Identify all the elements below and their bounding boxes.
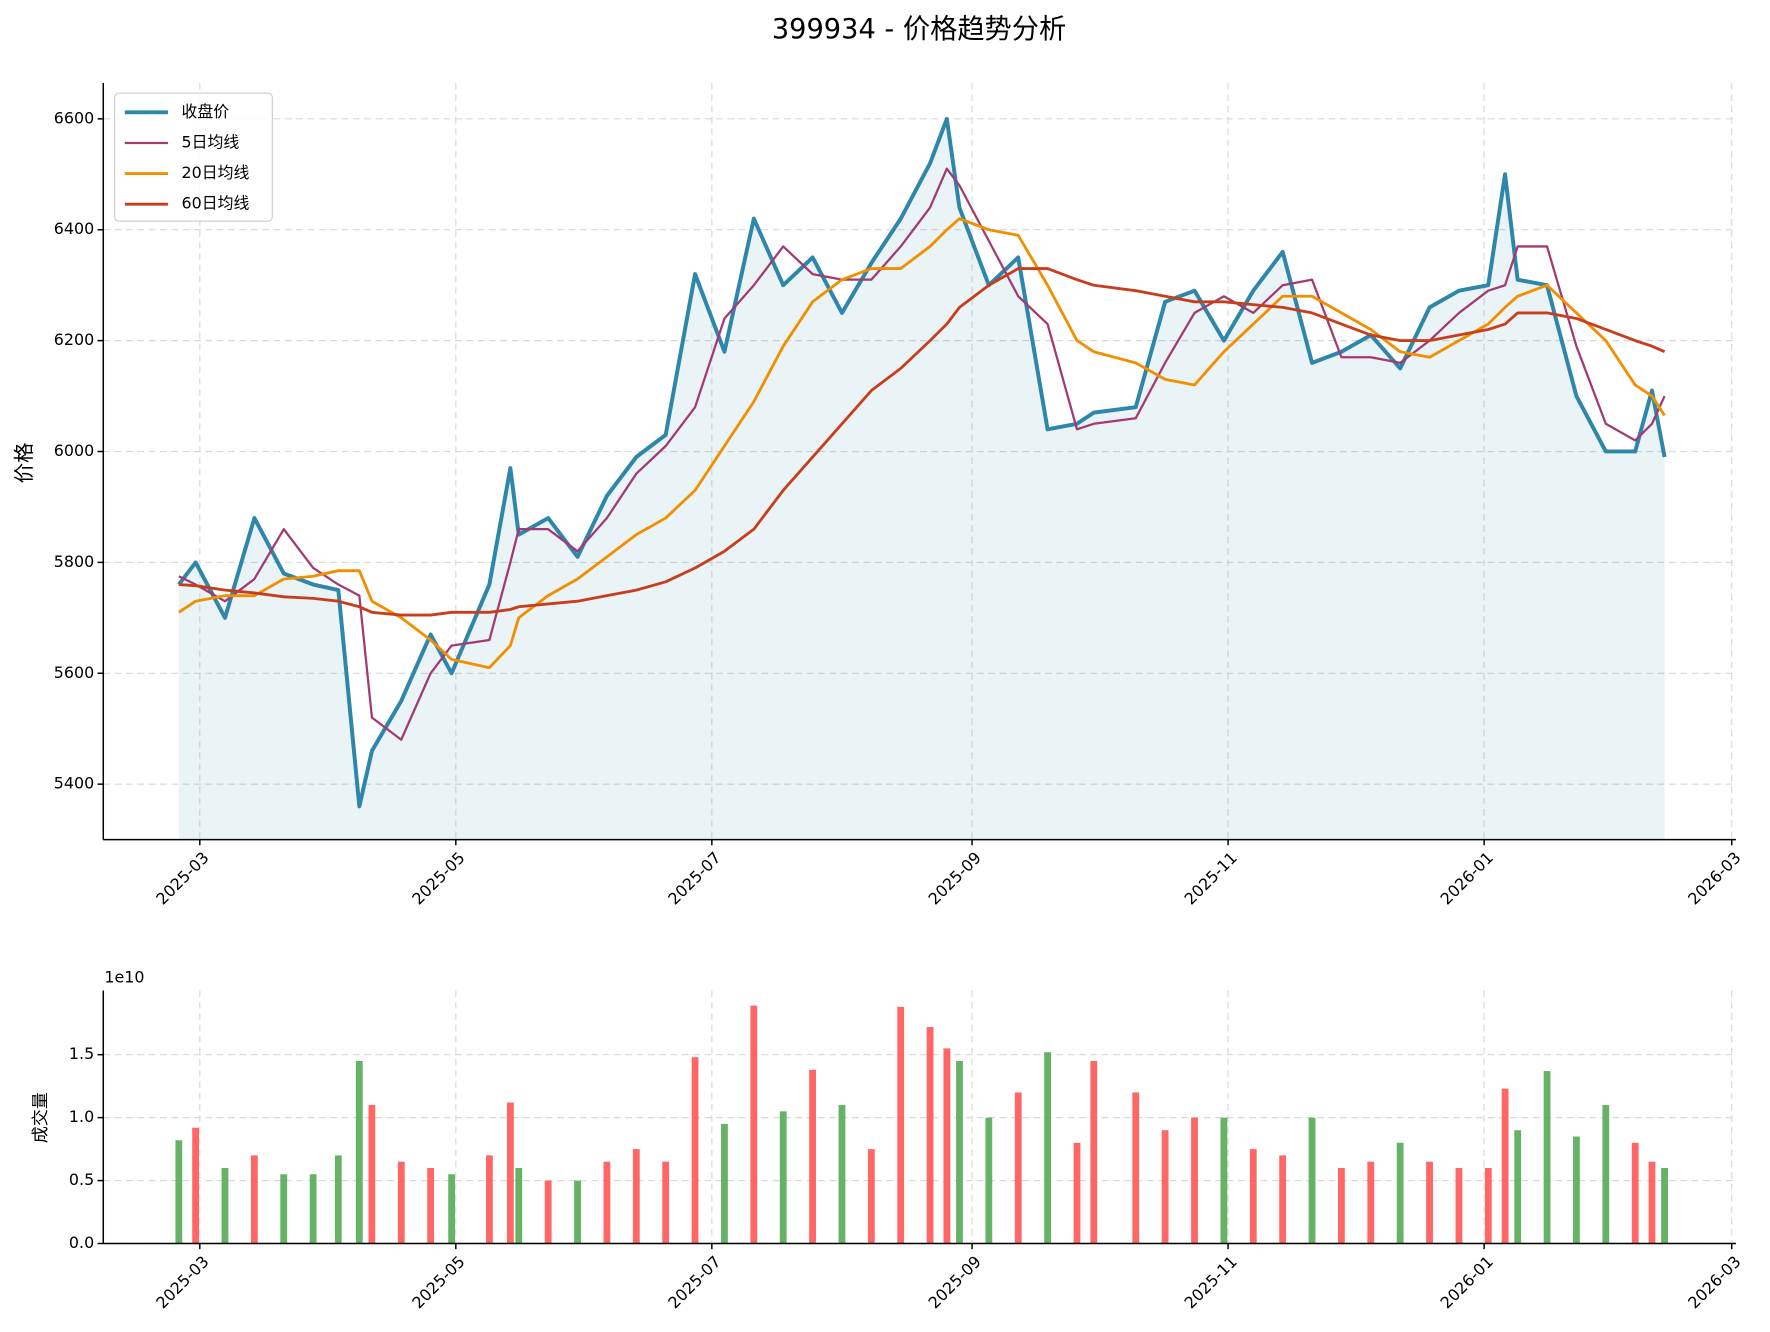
volume-bar: [1367, 1161, 1375, 1244]
volume-bar: [750, 1005, 758, 1244]
line: [177, 116, 1667, 809]
volume-bar: [897, 1006, 905, 1244]
y-axis-label: 成交量: [31, 1092, 51, 1143]
y-tick-label: 1.0: [69, 1107, 94, 1126]
y-tick-label: 6600: [54, 108, 94, 127]
volume-bar: [1014, 1092, 1022, 1244]
volume-bar: [838, 1105, 846, 1244]
volume-bar: [662, 1161, 670, 1244]
volume-bar: [1455, 1167, 1463, 1244]
volume-bar: [280, 1174, 288, 1244]
legend-label: 60日均线: [182, 194, 250, 213]
legend-box: [114, 92, 273, 222]
volume-bar: [221, 1167, 229, 1244]
y-tick-label: 0.5: [69, 1170, 94, 1189]
volume-bar: [1044, 1052, 1052, 1244]
volume-bar: [175, 1140, 183, 1244]
volume-bar: [809, 1069, 816, 1244]
volume-bar: [1161, 1130, 1169, 1244]
volume-bar: [1132, 1092, 1140, 1244]
volume-bar: [427, 1167, 435, 1244]
volume-bar: [779, 1111, 787, 1244]
y-tick-label: 0.0: [69, 1233, 94, 1252]
volume-bar: [515, 1167, 523, 1244]
volume-bar: [985, 1117, 993, 1244]
volume-bar: [632, 1149, 640, 1244]
volume-bar: [956, 1060, 963, 1244]
volume-bar: [1220, 1117, 1228, 1244]
y-axis-label: 价格: [12, 443, 36, 484]
volume-bar: [1308, 1117, 1316, 1244]
volume-bar: [397, 1161, 405, 1244]
volume-bar: [544, 1180, 552, 1244]
volume-bar: [1396, 1142, 1404, 1244]
volume-bar: [1426, 1161, 1433, 1244]
volume-bar: [1573, 1136, 1580, 1244]
y-tick-label: 5600: [54, 663, 94, 682]
y-tick-label: 6000: [54, 441, 94, 460]
chart-title: 399934 - 价格趋势分析: [772, 14, 1066, 45]
y-tick-label: 5400: [54, 774, 94, 793]
legend-label: 收盘价: [182, 102, 230, 121]
y-tick-label: 5800: [54, 552, 94, 571]
volume-bar: [603, 1161, 611, 1244]
volume-bar: [1501, 1088, 1509, 1244]
volume-bar: [1484, 1167, 1492, 1244]
volume-bar: [355, 1060, 363, 1244]
volume-bar: [1543, 1071, 1551, 1244]
volume-bar: [250, 1155, 258, 1244]
legend-label: 20日均线: [182, 163, 250, 182]
volume-bar: [1249, 1149, 1257, 1244]
volume-bar: [506, 1102, 514, 1244]
volume-bar: [691, 1057, 699, 1244]
y-tick-label: 6400: [54, 219, 94, 238]
volume-bar: [721, 1123, 728, 1244]
volume-bar: [926, 1026, 934, 1244]
volume-bar: [334, 1155, 342, 1244]
volume-bar: [192, 1127, 200, 1244]
volume-bar: [1279, 1155, 1287, 1244]
volume-bar: [309, 1174, 317, 1244]
volume-bar: [1073, 1142, 1081, 1244]
volume-bar: [943, 1048, 951, 1244]
volume-bar: [1631, 1142, 1639, 1244]
axis-offset-label: 1e10: [104, 968, 144, 987]
volume-bar: [574, 1180, 581, 1244]
volume-bar: [1338, 1167, 1345, 1244]
volume-bar: [368, 1105, 376, 1244]
legend: 收盘价 5日均线 20日均线 60日均线: [114, 92, 273, 222]
line: [178, 167, 1666, 741]
volume-bar: [1090, 1060, 1098, 1244]
volume-bar: [1514, 1130, 1522, 1244]
volume-bar: [1191, 1117, 1198, 1244]
volume-bar: [1648, 1161, 1656, 1244]
line: [178, 217, 1666, 670]
y-tick-label: 6200: [54, 330, 94, 349]
line: [178, 267, 1666, 617]
legend-label: 5日均线: [182, 132, 240, 151]
volume-bar: [448, 1174, 456, 1244]
volume-bar: [486, 1155, 493, 1244]
volume-bar: [1602, 1105, 1610, 1244]
y-tick-label: 1.5: [69, 1044, 94, 1063]
volume-bar: [867, 1149, 875, 1244]
volume-bar: [1661, 1167, 1668, 1244]
